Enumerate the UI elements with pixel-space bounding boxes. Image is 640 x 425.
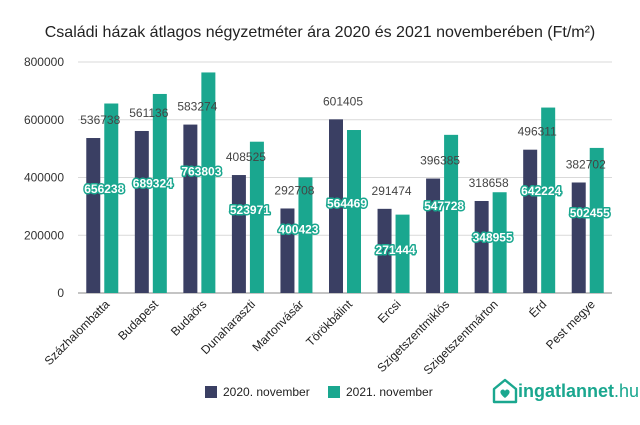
y-tick-label: 200000	[24, 228, 64, 242]
data-label-2020: 291474	[372, 184, 412, 198]
legend: 2020. november 2021. november	[205, 385, 433, 399]
y-axis: 0 200000 400000 600000 800000	[24, 55, 64, 300]
bar-2021	[201, 72, 216, 294]
bar-2020	[231, 175, 246, 293]
x-tick-label: Pest megye	[543, 297, 598, 352]
bar-2020	[329, 119, 343, 294]
data-label-2020: 382702	[566, 157, 606, 171]
y-tick-label: 600000	[24, 113, 64, 127]
data-label-2020: 561136	[129, 106, 168, 120]
data-label-2021: 564469	[327, 196, 367, 210]
x-tick-label: Ercsi	[375, 297, 404, 326]
x-tick-label: Martonvásár	[250, 297, 307, 354]
x-tick-label: Budapest	[115, 297, 161, 343]
bar-2021	[589, 147, 604, 293]
bar-2021	[541, 107, 556, 293]
data-label-2020: 601405	[323, 94, 363, 108]
chart-title: Családi házak átlagos négyzetméter ára 2…	[45, 24, 596, 41]
bar-2021	[298, 177, 313, 293]
y-tick-label: 800000	[24, 55, 64, 69]
data-label-2021: 763803	[181, 165, 221, 179]
data-label-2020: 408525	[226, 150, 266, 164]
data-label-2020: 583274	[177, 100, 217, 114]
bar-2020	[280, 208, 295, 293]
data-label-2020: 496311	[518, 125, 557, 139]
bar-2020	[134, 130, 149, 293]
bar-2020	[523, 149, 538, 293]
bar-2020	[183, 124, 198, 293]
data-label-2021: 348955	[473, 231, 513, 245]
bar-2020	[474, 200, 489, 293]
y-tick-label: 0	[57, 286, 64, 300]
data-label-2021: 689324	[133, 177, 173, 191]
x-tick-label: Törökbálint	[303, 297, 355, 349]
grid	[78, 61, 612, 294]
bar-2020	[86, 138, 101, 293]
x-tick-label: Érd	[525, 297, 549, 321]
x-tick-label: Százhalombatta	[42, 297, 113, 368]
brand-logo: ingatlannet.hu	[492, 378, 639, 404]
data-label-2021: 642224	[521, 184, 561, 198]
x-axis: Százhalombatta Budapest BudaörsDunaharaszt…	[42, 297, 598, 378]
bar-2021	[104, 103, 119, 293]
bar-2021	[444, 134, 459, 293]
bar-2021	[395, 214, 410, 293]
legend-swatch	[328, 386, 340, 398]
brand-name: ingatlannet.hu	[518, 380, 640, 401]
data-label-2020: 318658	[469, 176, 509, 190]
x-tick-label: Budaörs	[168, 297, 210, 339]
data-label-2020: 536738	[80, 113, 120, 127]
bar-2020	[426, 178, 441, 293]
data-label-2020: 396385	[420, 154, 460, 168]
data-label-2021: 523971	[230, 203, 270, 217]
data-labels: 536738 656238 561136 689324 583274 763803 4085…	[80, 94, 611, 258]
y-tick-label: 400000	[24, 171, 64, 185]
legend-swatch	[205, 386, 217, 398]
data-label-2021: 656238	[84, 182, 124, 196]
house-heart-icon	[492, 378, 518, 404]
bars	[86, 72, 604, 294]
legend-label: 2021. november	[346, 385, 433, 399]
data-label-2021: 400423	[278, 222, 318, 236]
data-label-2020: 292708	[274, 183, 314, 197]
bar-2020	[571, 182, 586, 293]
data-label-2021: 547728	[424, 199, 464, 213]
data-label-2021: 502455	[570, 206, 610, 220]
bar-2021	[152, 93, 167, 293]
bar-2020	[377, 208, 392, 293]
data-label-2021: 271444	[376, 243, 416, 257]
legend-label: 2020. november	[223, 385, 310, 399]
bar-2021	[492, 192, 507, 293]
bar-2021	[347, 130, 361, 293]
bar-2021	[249, 141, 264, 293]
